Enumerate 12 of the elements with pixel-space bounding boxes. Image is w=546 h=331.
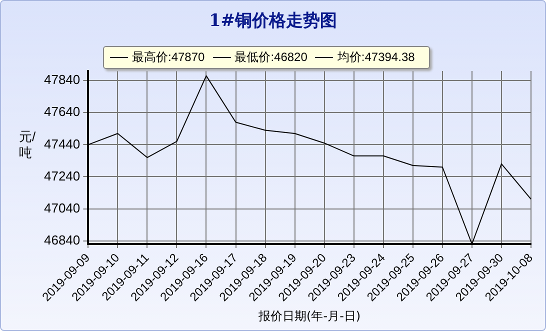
y-tick-label: 47440 (44, 136, 80, 152)
x-axis-title: 报价日期(年-月-日) (258, 308, 361, 323)
chart-title: 1#铜价格走势图 (208, 10, 338, 32)
y-axis-title: 元/吨 (19, 129, 36, 161)
y-tick-label: 47240 (44, 168, 80, 184)
text: 最高价:47870 (131, 50, 205, 64)
text: 均价:47394.38 (336, 50, 415, 64)
text: 最低价:46820 (234, 50, 308, 64)
y-tick-label: 47040 (44, 200, 80, 216)
y-tick-label: 47840 (44, 72, 80, 88)
y-tick-label: 47640 (44, 104, 80, 120)
y-tick-label: 46840 (44, 232, 80, 248)
